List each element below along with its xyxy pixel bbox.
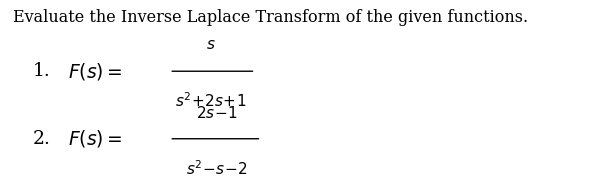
Text: 1.: 1. [33, 62, 50, 80]
Text: 2.: 2. [33, 130, 50, 148]
Text: $F(s)=$: $F(s)=$ [68, 61, 123, 82]
Text: $s^2\!-\!s\!-\!2$: $s^2\!-\!s\!-\!2$ [186, 159, 248, 178]
Text: $2s\!-\!1$: $2s\!-\!1$ [196, 105, 238, 121]
Text: $s$: $s$ [206, 38, 216, 52]
Text: Evaluate the Inverse Laplace Transform of the given functions.: Evaluate the Inverse Laplace Transform o… [13, 9, 528, 26]
Text: $s^2\!+\!2s\!+\!1$: $s^2\!+\!2s\!+\!1$ [175, 91, 247, 110]
Text: $F(s)=$: $F(s)=$ [68, 128, 123, 149]
